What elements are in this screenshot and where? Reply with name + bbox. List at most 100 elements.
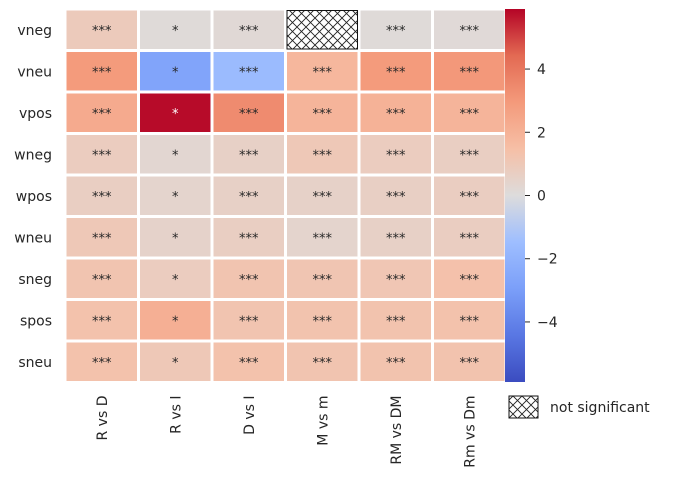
cell-annotation: *** [460,314,480,329]
cell-annotation: * [172,356,179,371]
heatmap-cell-sneu-r-vs-d [66,342,137,381]
cell-annotation: *** [460,24,480,39]
cell-annotation: *** [92,148,112,163]
cell-annotation: *** [386,314,406,329]
cell-annotation: *** [313,273,333,288]
column-labels: R vs D R vs I D vs I M vs m RM vs DM Rm vs Dm [95,396,479,468]
row-labels: vneg vneu vpos wneg wpos wneu sneg spos sneu [14,23,52,371]
legend-label: not significant [550,400,650,416]
heatmap-cell-vneu-d-vs-i [213,52,284,91]
heatmap-cell-spos-m-vs-m [287,301,358,340]
heatmap-cell-sneg-r-vs-d [66,259,137,298]
cell-annotation: *** [386,107,406,122]
cell-annotation: *** [386,356,406,371]
colorbar-tick-label: 2 [537,125,546,141]
column-label-r-vs-i: R vs I [168,396,184,434]
cell-annotation: * [172,65,179,80]
cell-annotation: *** [460,356,480,371]
heatmap-cell-sneg-d-vs-i [213,259,284,298]
colorbar-tick-label: 4 [537,62,546,78]
column-label-rm-vs-dm: RM vs DM [389,396,405,465]
heatmap-cell-spos-rm-vs-dm [434,301,505,340]
heatmap-cell-vpos-r-vs-i [140,93,211,132]
cell-annotation: *** [386,148,406,163]
row-label-wneg: wneg [14,147,52,163]
heatmap-cell-vneu-m-vs-m [287,52,358,91]
cell-annotation: *** [239,65,259,80]
cell-annotation: * [172,24,179,39]
cell-annotation: *** [239,273,259,288]
heatmap-cell-vneg-m-vs-m [286,10,358,50]
heatmap-cell-wpos-m-vs-m [287,176,358,215]
heatmap-cell-wpos-rm-vs-dm [434,176,505,215]
colorbar-gradient [505,9,525,382]
heatmap-cell-vneu-rm-vs-dm [360,52,431,91]
heatmap-cell-vpos-r-vs-d [66,93,137,132]
legend-hatch-swatch [508,395,539,419]
heatmap-cell-wpos-r-vs-d [66,176,137,215]
cell-annotation: *** [386,231,406,246]
cell-annotation: * [172,314,179,329]
colorbar: 4 2 0 −2 −4 [505,9,558,382]
cell-annotation: *** [239,24,259,39]
heatmap-cell-wneu-d-vs-i [213,218,284,257]
heatmap-cell-vneu-r-vs-d [66,52,137,91]
cell-annotation: * [172,107,179,122]
heatmap-cells: *** * *** *** ****** * *** *** *** ****** * *** *** *… [65,9,506,383]
cell-annotation: *** [386,65,406,80]
cell-annotation: *** [460,231,480,246]
column-label-d-vs-i: D vs I [242,396,258,435]
heatmap-cell-spos-rm-vs-dm [360,301,431,340]
cell-annotation: * [172,148,179,163]
heatmap-cell-vneu-r-vs-i [140,52,211,91]
cell-annotation: *** [92,107,112,122]
heatmap-cell-wneu-rm-vs-dm [434,218,505,257]
heatmap-cell-sneu-rm-vs-dm [360,342,431,381]
heatmap-cell-vneu-rm-vs-dm [434,52,505,91]
cell-annotation: *** [460,190,480,205]
heatmap-cell-sneg-rm-vs-dm [360,259,431,298]
heatmap-cell-vpos-rm-vs-dm [434,93,505,132]
heatmap-cell-spos-r-vs-i [140,301,211,340]
heatmap-cell-spos-d-vs-i [213,301,284,340]
colorbar-tick-label: −4 [537,315,558,331]
cell-annotation: *** [92,231,112,246]
heatmap-cell-vneg-rm-vs-dm [434,10,505,49]
cell-annotation: *** [313,190,333,205]
heatmap-cell-spos-r-vs-d [66,301,137,340]
heatmap-background [65,9,506,383]
cell-annotation: *** [239,190,259,205]
row-label-sneu: sneu [18,355,52,371]
heatmap-cell-wneu-r-vs-i [140,218,211,257]
heatmap-cell-sneg-rm-vs-dm [434,259,505,298]
cell-annotation: * [172,231,179,246]
heatmap-cell-vneg-d-vs-i [213,10,284,49]
cell-annotation: * [172,190,179,205]
heatmap-cell-sneu-r-vs-i [140,342,211,381]
cell-annotation: *** [92,65,112,80]
heatmap-cell-sneg-m-vs-m [287,259,358,298]
cell-annotation: *** [239,107,259,122]
heatmap-cell-wneu-m-vs-m [287,218,358,257]
column-label-r-vs-d: R vs D [95,396,111,441]
cell-annotation: *** [239,356,259,371]
row-label-vneu: vneu [17,64,52,80]
heatmap-cell-wneg-m-vs-m [287,135,358,174]
heatmap-cell-sneu-d-vs-i [213,342,284,381]
heatmap-cell-wpos-d-vs-i [213,176,284,215]
heatmap-cell-wneg-d-vs-i [213,135,284,174]
row-label-wneu: wneu [14,230,52,246]
heatmap-cell-sneg-r-vs-i [140,259,211,298]
heatmap-cell-wneg-r-vs-i [140,135,211,174]
row-label-spos: spos [20,313,52,329]
row-label-vneg: vneg [17,23,52,39]
cell-annotation: *** [92,314,112,329]
column-label-rm-vs-dm: Rm vs Dm [462,396,478,468]
heatmap-cell-vneg-rm-vs-dm [360,10,431,49]
cell-annotation: *** [239,314,259,329]
heatmap-cell-wneu-r-vs-d [66,218,137,257]
heatmap-cell-wneg-rm-vs-dm [434,135,505,174]
cell-annotation: *** [92,24,112,39]
heatmap-cell-vpos-m-vs-m [287,93,358,132]
